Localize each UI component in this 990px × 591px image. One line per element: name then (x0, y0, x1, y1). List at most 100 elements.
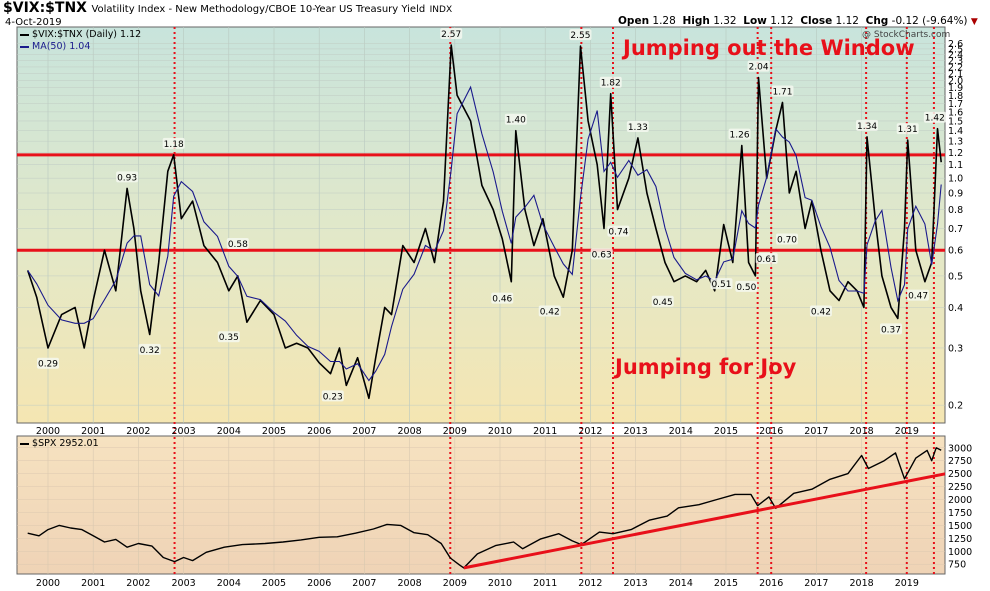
callout-10: 0.42 (540, 308, 560, 318)
x-tick-top-5: 2005 (262, 426, 286, 437)
callout-6: 0.23 (323, 392, 343, 402)
upper-grid (17, 27, 945, 423)
x-tick-top-9: 2009 (443, 426, 467, 437)
down-triangle-icon: ▼ (970, 17, 978, 27)
callout-bg-15 (626, 120, 649, 132)
callout-bg-17 (728, 128, 751, 140)
x-tick-top-4: 2004 (217, 426, 241, 437)
y-tick-17: 1.9 (948, 83, 963, 94)
y-tick-6: 0.8 (948, 205, 963, 216)
y-tick-bot-9: 3000 (948, 443, 972, 454)
callout-bg-5 (217, 331, 240, 343)
x-tick-bot-19: 2019 (895, 578, 919, 589)
x-tick-top-2: 2002 (126, 426, 150, 437)
chart-date: 4-Oct-2019 (5, 17, 62, 28)
y-tick-11: 1.3 (948, 137, 963, 148)
legend-ma: MA(50) 1.04 (20, 41, 141, 53)
callout-11: 2.55 (570, 31, 590, 41)
low-label: Low (743, 15, 767, 27)
x-tick-bot-8: 2008 (398, 578, 422, 589)
x-tick-bot-15: 2015 (714, 578, 738, 589)
callout-7: 2.57 (441, 30, 461, 40)
callout-bg-18 (710, 278, 733, 290)
x-tick-bot-2: 2002 (126, 578, 150, 589)
callout-27: 1.31 (898, 125, 918, 135)
x-tick-bot-17: 2017 (804, 578, 828, 589)
y-tick-20: 2.2 (948, 62, 963, 73)
annotation-jumping-out-window: Jumping out the Window (621, 36, 915, 60)
description: Volatility Index - New Methodology/CBOE … (91, 4, 426, 15)
quote-summary: Open 1.28 High 1.32 Low 1.12 Close 1.12 … (618, 15, 978, 27)
y-tick-24: 2.6 (948, 39, 963, 50)
y-tick-bot-0: 750 (948, 560, 966, 571)
x-tick-bot-9: 2009 (443, 578, 467, 589)
low-value: 1.12 (770, 15, 794, 27)
callout-4: 0.58 (228, 240, 248, 250)
x-tick-top-0: 2000 (36, 426, 60, 437)
callout-20: 2.04 (749, 63, 769, 73)
x-tick-top-12: 2012 (578, 426, 602, 437)
callout-bg-23 (776, 233, 799, 245)
annotation-jumping-for-joy: Jumping for Joy (613, 355, 797, 379)
legend-ratio: $VIX:$TNX (Daily) 1.12 (20, 29, 141, 41)
callout-bg-29 (923, 111, 946, 123)
upper-legend: $VIX:$TNX (Daily) 1.12 MA(50) 1.04 (20, 29, 141, 53)
y-tick-bot-8: 2750 (948, 456, 972, 467)
callout-23: 0.70 (777, 235, 797, 245)
x-tick-bot-4: 2004 (217, 578, 241, 589)
x-tick-top-7: 2007 (352, 426, 376, 437)
x-tick-top-17: 2017 (804, 426, 828, 437)
callout-0: 0.29 (38, 360, 58, 370)
chg-label: Chg (865, 15, 889, 27)
callout-bg-19 (735, 280, 758, 292)
callout-3: 1.18 (164, 140, 184, 150)
x-tick-bot-5: 2005 (262, 578, 286, 589)
callout-bg-7 (440, 28, 463, 40)
y-tick-3: 0.5 (948, 271, 963, 282)
callout-bg-11 (569, 29, 592, 41)
upper-axis-ticks: 0.20.30.40.50.60.70.80.91.01.11.21.31.41… (36, 39, 963, 437)
callout-bg-25 (856, 119, 879, 131)
callout-14: 0.74 (608, 228, 628, 238)
callout-29: 1.42 (925, 114, 945, 124)
value-callouts: 0.29 0.93 0.32 1.18 0.58 0.35 0.23 2.57 1.40 0.46… (37, 28, 946, 402)
y-tick-15: 1.7 (948, 99, 963, 110)
ratio-series (26, 44, 942, 400)
y-tick-22: 2.4 (948, 50, 963, 61)
y-tick-bot-5: 2000 (948, 495, 972, 506)
callout-bg-14 (607, 225, 630, 237)
callout-bg-1 (116, 171, 139, 183)
x-tick-top-1: 2001 (81, 426, 105, 437)
x-tick-top-11: 2011 (533, 426, 557, 437)
callout-22: 1.71 (772, 87, 792, 97)
y-tick-5: 0.7 (948, 224, 963, 235)
y-tick-1: 0.3 (948, 343, 963, 354)
y-tick-21: 2.3 (948, 56, 963, 67)
y-tick-19: 2.1 (948, 69, 963, 80)
y-tick-23: 2.5 (948, 44, 963, 55)
callout-bg-3 (162, 137, 185, 149)
callout-21: 0.61 (757, 255, 777, 265)
symbol: $VIX:$TNX (3, 0, 87, 16)
x-tick-bot-7: 2007 (352, 578, 376, 589)
callout-bg-13 (590, 248, 613, 260)
x-tick-top-16: 2016 (759, 426, 783, 437)
y-tick-bot-4: 1750 (948, 508, 972, 519)
y-tick-13: 1.5 (948, 116, 963, 127)
y-tick-2: 0.4 (948, 303, 963, 314)
threshold-lines (17, 153, 945, 252)
y-tick-bot-2: 1250 (948, 534, 972, 545)
chart-header-title: $VIX:$TNX Volatility Index - New Methodo… (3, 0, 452, 16)
x-tick-top-19: 2019 (895, 426, 919, 437)
x-tick-bot-13: 2013 (624, 578, 648, 589)
ratio-line (26, 44, 942, 400)
x-tick-bot-6: 2006 (307, 578, 331, 589)
spx-line (27, 447, 942, 569)
x-tick-top-8: 2008 (398, 426, 422, 437)
callout-28: 0.47 (908, 292, 928, 302)
callout-bg-2 (138, 343, 161, 355)
callout-bg-16 (651, 295, 674, 307)
y-tick-0: 0.2 (948, 401, 963, 412)
high-value: 1.32 (713, 15, 737, 27)
